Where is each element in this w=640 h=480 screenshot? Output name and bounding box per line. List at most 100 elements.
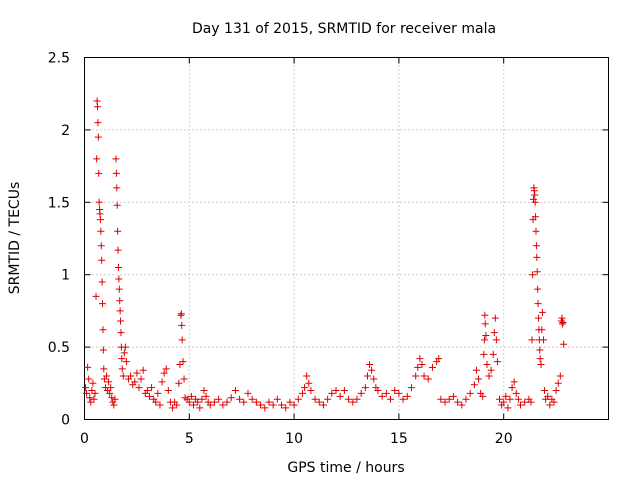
data-point xyxy=(118,365,126,373)
data-point xyxy=(531,191,539,199)
data-point xyxy=(210,398,218,406)
data-point xyxy=(116,297,124,305)
data-point xyxy=(324,395,332,403)
data-point xyxy=(533,268,541,276)
data-point xyxy=(148,384,156,392)
data-point xyxy=(307,387,315,395)
data-point xyxy=(173,401,181,409)
data-point xyxy=(332,387,340,395)
data-point xyxy=(97,242,105,250)
data-point xyxy=(273,395,281,403)
data-point xyxy=(98,256,106,264)
x-axis-label: GPS time / hours xyxy=(287,460,404,476)
data-point xyxy=(496,395,504,403)
data-point xyxy=(482,332,490,340)
y-tick-label: 0.5 xyxy=(48,340,70,356)
data-point xyxy=(395,389,403,397)
data-point xyxy=(261,404,269,412)
data-point xyxy=(475,375,483,383)
data-point xyxy=(305,379,313,387)
data-point xyxy=(215,395,223,403)
y-axis-label: SRMTID / TECUs xyxy=(7,182,23,295)
data-point xyxy=(538,326,546,334)
data-point xyxy=(118,355,126,363)
y-tick-label: 0 xyxy=(61,413,70,429)
data-point xyxy=(510,378,518,386)
data-point xyxy=(294,395,302,403)
data-point xyxy=(418,360,426,368)
data-point xyxy=(298,389,306,397)
data-point xyxy=(340,387,348,395)
data-point xyxy=(179,358,187,366)
data-point xyxy=(185,398,193,406)
data-point xyxy=(177,310,185,318)
data-point xyxy=(435,355,443,363)
data-point xyxy=(94,119,102,127)
data-point xyxy=(527,398,535,406)
data-point xyxy=(534,314,542,322)
data-point xyxy=(113,201,121,209)
data-point xyxy=(94,133,102,141)
data-point xyxy=(178,321,186,329)
data-point xyxy=(206,401,214,409)
data-point xyxy=(223,398,231,406)
x-tick-label: 0 xyxy=(80,431,89,447)
data-point xyxy=(93,155,101,163)
data-point xyxy=(315,398,323,406)
data-point xyxy=(110,401,118,409)
data-point xyxy=(368,366,376,374)
data-point xyxy=(198,395,206,403)
data-point xyxy=(89,379,97,387)
data-point xyxy=(534,300,542,308)
data-point xyxy=(96,216,104,224)
data-point xyxy=(114,246,122,254)
data-point xyxy=(428,363,436,371)
data-point xyxy=(131,378,139,386)
data-point xyxy=(87,398,95,406)
data-point xyxy=(556,372,564,380)
data-point xyxy=(546,401,554,409)
data-point xyxy=(117,317,125,325)
data-point xyxy=(115,285,123,293)
data-point xyxy=(536,346,544,354)
data-point xyxy=(82,384,90,392)
data-point xyxy=(489,350,497,358)
data-point xyxy=(391,387,399,395)
data-point xyxy=(361,384,369,392)
data-point xyxy=(493,358,501,366)
x-tick-label: 20 xyxy=(495,431,513,447)
data-point xyxy=(541,387,549,395)
data-point xyxy=(479,392,487,400)
data-point xyxy=(532,242,540,250)
data-point xyxy=(194,398,202,406)
data-point xyxy=(160,369,168,377)
data-point xyxy=(97,227,105,235)
data-point xyxy=(301,384,309,392)
data-point xyxy=(328,389,336,397)
data-point xyxy=(156,401,164,409)
data-point xyxy=(152,398,160,406)
data-point xyxy=(178,336,186,344)
data-point xyxy=(202,392,210,400)
data-point xyxy=(554,379,562,387)
data-point xyxy=(353,395,361,403)
x-tick-label: 10 xyxy=(285,431,303,447)
data-point xyxy=(265,398,273,406)
data-point xyxy=(114,263,122,271)
data-point xyxy=(466,389,474,397)
data-point xyxy=(462,395,470,403)
data-point xyxy=(537,360,545,368)
data-point xyxy=(257,401,265,409)
data-point xyxy=(219,401,227,409)
data-point xyxy=(403,392,411,400)
axis-ticks: 0 5 10 15 20 0 0.5 1 1.5 2 2.5 xyxy=(48,51,609,447)
data-point xyxy=(169,404,177,412)
data-point xyxy=(529,195,537,203)
data-point xyxy=(99,346,107,354)
data-point xyxy=(531,198,539,206)
data-point xyxy=(374,387,382,395)
data-point xyxy=(449,392,457,400)
data-point xyxy=(345,395,353,403)
data-point xyxy=(99,300,107,308)
